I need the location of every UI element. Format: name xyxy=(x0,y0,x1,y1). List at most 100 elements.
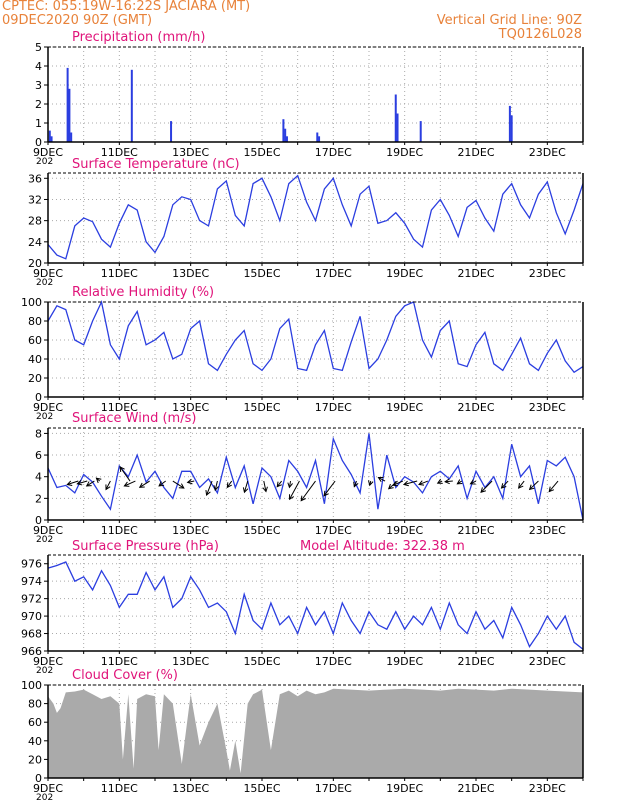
wind-arrow-head xyxy=(387,483,394,490)
x-tick-label: 19DEC xyxy=(386,401,423,414)
precip-bar xyxy=(284,128,287,142)
wind-arrow-head xyxy=(158,481,165,487)
wind-arrow xyxy=(480,480,493,493)
x-tick-label: 11DEC xyxy=(101,782,138,795)
y-tick-label: 28 xyxy=(28,215,42,228)
precip-bar xyxy=(170,121,173,142)
wind-arrow xyxy=(243,480,249,493)
y-tick-label: 20 xyxy=(28,753,42,766)
y-tick-label: 4 xyxy=(35,60,42,73)
x-tick-label: 19DEC xyxy=(386,655,423,668)
wind-arrow xyxy=(226,480,233,488)
y-tick-label: 968 xyxy=(21,628,42,641)
x-tick-label: 11DEC xyxy=(101,655,138,668)
wind-arrow xyxy=(289,480,300,500)
wind-arrow-head xyxy=(353,481,359,488)
y-tick-label: 0 xyxy=(35,391,42,404)
wind-arrow-head xyxy=(392,481,399,487)
wind-arrow xyxy=(124,480,136,487)
wind-arrow xyxy=(445,480,453,483)
y-tick-label: 32 xyxy=(28,193,42,206)
wind-arrow-head xyxy=(518,483,524,489)
wind-arrow-head xyxy=(85,481,92,487)
x-tick-label: 9DEC xyxy=(33,401,63,414)
x-tick-label: 13DEC xyxy=(172,524,209,537)
wind-arrow xyxy=(119,466,131,482)
wind-arrow-head xyxy=(119,466,125,473)
year-fragment: 202 xyxy=(36,412,53,422)
wind-arrow-head xyxy=(105,484,111,491)
wind-arrow-head xyxy=(418,480,425,486)
wind-arrow-head xyxy=(178,483,185,489)
x-tick-label: 9DEC xyxy=(33,267,63,280)
x-tick-label: 11DEC xyxy=(101,146,138,159)
y-tick-label: 966 xyxy=(21,645,42,658)
wind-arrow-head xyxy=(528,484,535,491)
x-tick-label: 23DEC xyxy=(529,782,566,795)
precip-bar xyxy=(70,132,73,142)
wind-arrow-head xyxy=(500,483,507,489)
wind-arrow xyxy=(77,480,88,485)
y-tick-label: 974 xyxy=(21,575,42,588)
x-tick-label: 21DEC xyxy=(457,655,494,668)
wind-arrow xyxy=(323,480,336,497)
precip-bar xyxy=(396,113,399,142)
year-fragment: 202 xyxy=(36,157,53,167)
wind-arrow-head xyxy=(262,486,268,493)
x-tick-label: 23DEC xyxy=(529,401,566,414)
x-tick-label: 19DEC xyxy=(386,146,423,159)
y-tick-label: 0 xyxy=(35,514,42,527)
wind-arrow xyxy=(139,480,150,488)
wind-arrow xyxy=(378,477,386,482)
wind-arrow-head xyxy=(548,486,555,493)
precip-bar xyxy=(68,88,71,142)
wind-arrow xyxy=(276,480,283,487)
wind-arrow-head xyxy=(205,490,211,497)
precip-bar xyxy=(50,136,53,142)
press-series-line xyxy=(47,561,584,650)
x-tick-label: 11DEC xyxy=(101,267,138,280)
wind-arrow xyxy=(172,480,185,489)
precip-bar xyxy=(318,136,321,142)
precip-bar xyxy=(66,67,69,142)
wind-arrow-head xyxy=(138,482,145,488)
x-tick-label: 23DEC xyxy=(529,267,566,280)
rh-title: Relative Humidity (%) xyxy=(72,285,214,300)
y-tick-label: 60 xyxy=(28,334,42,347)
precip-bar xyxy=(510,115,513,142)
x-tick-label: 23DEC xyxy=(529,655,566,668)
run-time-header: 09DEC2020 90Z (GMT) xyxy=(2,13,153,28)
temp-series-line xyxy=(47,174,584,260)
wind-arrow-head xyxy=(323,490,329,497)
y-tick-label: 0 xyxy=(35,772,42,785)
wind-arrow-head xyxy=(76,479,83,486)
y-tick-label: 36 xyxy=(28,172,42,185)
precip-bar xyxy=(508,105,511,142)
precip-bar xyxy=(394,94,397,142)
wind-arrow xyxy=(403,480,418,486)
y-tick-label: 80 xyxy=(28,698,42,711)
wind-arrow xyxy=(518,480,525,489)
precip-bar xyxy=(285,136,288,142)
model-id-header: TQ0126L028 xyxy=(498,27,582,42)
wind-arrow-head xyxy=(287,482,293,489)
y-tick-label: 976 xyxy=(21,558,42,571)
y-tick-label: 5 xyxy=(35,41,42,54)
wind-arrow-head xyxy=(289,494,295,501)
y-tick-label: 6 xyxy=(35,449,42,462)
y-tick-label: 20 xyxy=(28,257,42,270)
x-tick-label: 15DEC xyxy=(243,782,280,795)
x-tick-label: 17DEC xyxy=(315,267,352,280)
wind-arrow-head xyxy=(456,479,463,485)
temp-title: Surface Temperature (nC) xyxy=(72,157,240,172)
wind-arrow-head xyxy=(66,480,73,486)
wind-arrow-head xyxy=(226,482,232,489)
x-tick-label: 17DEC xyxy=(315,782,352,795)
year-fragment: 202 xyxy=(36,535,53,545)
x-tick-label: 17DEC xyxy=(315,146,352,159)
x-tick-label: 9DEC xyxy=(33,524,63,537)
wind-arrow-head xyxy=(367,480,374,487)
wind-arrow-head xyxy=(242,487,249,494)
x-tick-label: 13DEC xyxy=(172,267,209,280)
y-tick-label: 1 xyxy=(35,117,42,130)
